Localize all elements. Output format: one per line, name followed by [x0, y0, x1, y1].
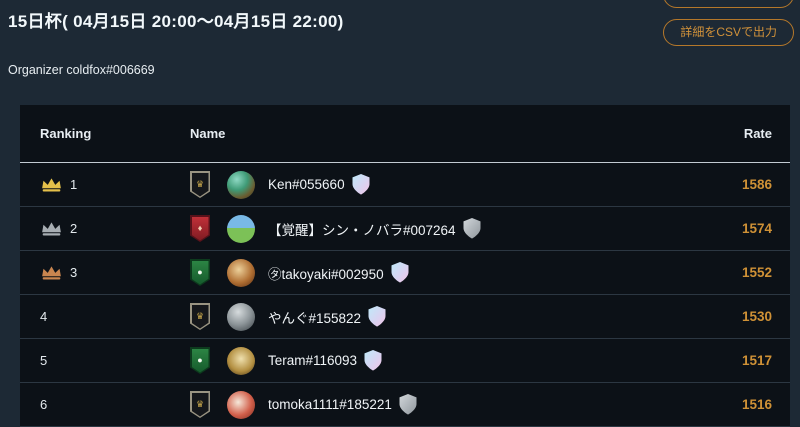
- rank-badge-emblem: ♛: [191, 304, 209, 329]
- column-header-name: Name: [190, 126, 226, 141]
- player-name: Teram#116093: [268, 353, 358, 368]
- page-title: 15日杯( 04月15日 20:00〜04月15日 22:00): [8, 12, 344, 31]
- table-row[interactable]: 5 ● Teram#116093 1517: [20, 339, 790, 383]
- table-row[interactable]: 2 ♦ 【覚醒】シン・ノバラ#007264 1574: [20, 207, 790, 251]
- rank-number: 3: [70, 265, 78, 280]
- column-header-ranking: Ranking: [40, 126, 92, 141]
- ranking-cell: 1: [40, 177, 190, 192]
- organizer-label: Organizer coldfox#006669: [8, 63, 155, 77]
- rank-number: 1: [70, 177, 78, 192]
- table-row[interactable]: 4 ♛ やんぐ#155822 1530: [20, 295, 790, 339]
- player-name: 【覚醒】シン・ノバラ#007264: [268, 222, 456, 238]
- column-header-rate: Rate: [743, 126, 772, 141]
- rank-number: 5: [40, 353, 48, 368]
- rate-value: 1517: [741, 353, 772, 368]
- rank-badge-emblem: ●: [191, 348, 209, 373]
- rank-badge-icon: ♛: [190, 391, 210, 418]
- crown-icon-gold: [42, 178, 61, 192]
- rank-badge-icon: ●: [190, 259, 210, 286]
- rank-number: 4: [40, 309, 48, 324]
- rank-number: 6: [40, 397, 48, 412]
- avatar: [227, 170, 255, 199]
- player-cell: ♦ 【覚醒】シン・ノバラ#007264: [190, 214, 662, 243]
- avatar: [227, 390, 255, 419]
- ranking-table: Ranking Name Rate 1 ♛ Ken#055660 1586: [20, 105, 790, 427]
- rate-value: 1516: [741, 397, 772, 412]
- shield-icon: [352, 174, 370, 195]
- ranking-cell: 5: [40, 353, 190, 368]
- rank-badge-emblem: ●: [191, 260, 209, 285]
- export-ranking-csv-button[interactable]: 順位をCSVで出力: [663, 0, 794, 8]
- player-name: ㋟takoyaki#002950: [268, 266, 384, 282]
- avatar: [227, 258, 255, 287]
- avatar: [227, 214, 255, 243]
- player-cell: ● ㋟takoyaki#002950: [190, 258, 662, 287]
- ranking-cell: 4: [40, 309, 190, 324]
- rank-badge-emblem: ♛: [191, 172, 209, 197]
- rank-badge-emblem: ♦: [191, 216, 209, 241]
- player-name: やんぐ#155822: [268, 310, 362, 326]
- rate-value: 1530: [741, 309, 772, 324]
- rank-badge-icon: ●: [190, 347, 210, 374]
- rate-value: 1586: [741, 177, 772, 192]
- ranking-cell: 2: [40, 221, 190, 236]
- player-cell: ● Teram#116093: [190, 346, 662, 375]
- table-header-row: Ranking Name Rate: [20, 105, 790, 163]
- avatar: [227, 346, 255, 375]
- player-cell: ♛ tomoka1111#185221: [190, 390, 662, 419]
- export-detail-csv-button[interactable]: 詳細をCSVで出力: [663, 19, 794, 46]
- avatar: [227, 302, 255, 331]
- shield-icon: [463, 218, 481, 239]
- rank-badge-emblem: ♛: [191, 392, 209, 417]
- table-body: 1 ♛ Ken#055660 1586 2 ♦ 【覚醒】シン・ノバラ#00726…: [20, 163, 790, 427]
- rank-badge-icon: ♦: [190, 215, 210, 242]
- table-row[interactable]: 6 ♛ tomoka1111#185221 1516: [20, 383, 790, 427]
- rate-value: 1552: [741, 265, 772, 280]
- player-name: tomoka1111#185221: [268, 397, 392, 412]
- crown-icon-bronze: [42, 266, 61, 280]
- table-row[interactable]: 3 ● ㋟takoyaki#002950 1552: [20, 251, 790, 295]
- rate-value: 1574: [741, 221, 772, 236]
- ranking-cell: 6: [40, 397, 190, 412]
- shield-icon: [364, 350, 382, 371]
- player-cell: ♛ やんぐ#155822: [190, 302, 662, 331]
- crown-icon-silver: [42, 222, 61, 236]
- ranking-cell: 3: [40, 265, 190, 280]
- rank-number: 2: [70, 221, 78, 236]
- player-name: Ken#055660: [268, 177, 345, 192]
- shield-icon: [399, 394, 417, 415]
- rank-badge-icon: ♛: [190, 303, 210, 330]
- table-row[interactable]: 1 ♛ Ken#055660 1586: [20, 163, 790, 207]
- rank-badge-icon: ♛: [190, 171, 210, 198]
- player-cell: ♛ Ken#055660: [190, 170, 662, 199]
- shield-icon: [368, 306, 386, 327]
- shield-icon: [391, 262, 409, 283]
